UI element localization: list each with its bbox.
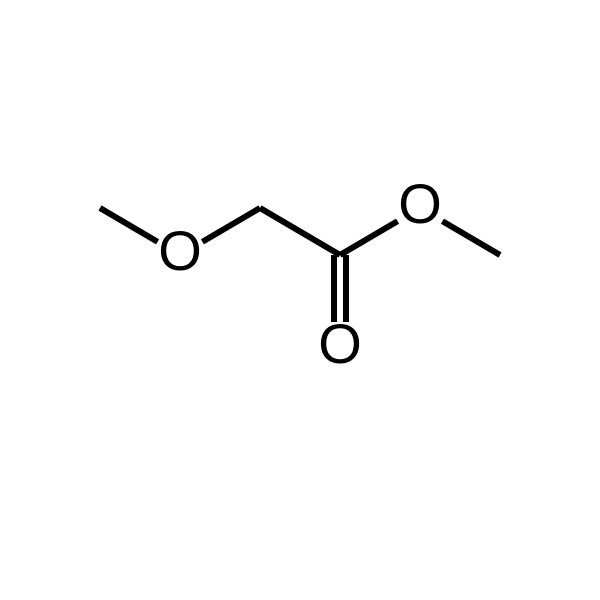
oxygen-ether-label: O bbox=[158, 219, 202, 282]
oxygen-ester-label: O bbox=[398, 172, 442, 235]
oxygen-carbonyl-label: O bbox=[318, 312, 362, 375]
molecule-diagram: O O O bbox=[0, 0, 600, 600]
